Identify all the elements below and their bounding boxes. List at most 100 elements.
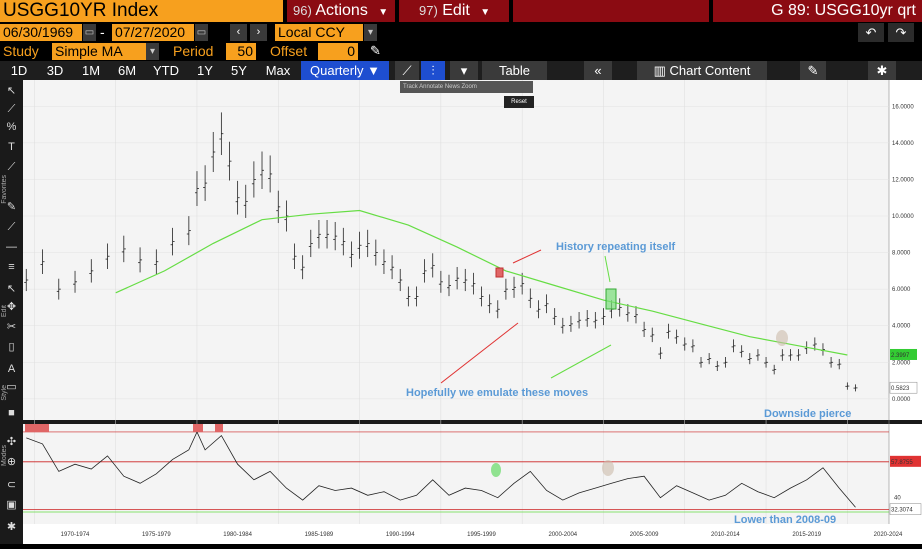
undo-icon[interactable]: ↶ (858, 23, 884, 42)
prev-period-button[interactable]: ‹ (230, 24, 247, 41)
collapse-icon[interactable]: « (584, 61, 612, 80)
track-tool[interactable]: Track (403, 84, 418, 90)
upper-last-value: 57.8755 (891, 460, 913, 466)
news-tool[interactable]: News (444, 84, 460, 90)
settings-icon[interactable]: ✱ (6, 521, 17, 533)
ticker-field[interactable]: USGG10YR Index (0, 0, 283, 22)
edit-label: Edit (1, 305, 8, 318)
end-date-input[interactable]: 07/27/2020 (112, 24, 194, 41)
ma-last-value: 2.3997 (891, 353, 910, 359)
history-annotation: History repeating itself (556, 241, 676, 253)
study-select[interactable]: Simple MA (52, 43, 146, 60)
edit-number: 97) (419, 3, 438, 18)
y-tick-label: 0.0000 (892, 397, 911, 403)
chevron-down-icon[interactable]: ▾ (364, 24, 377, 41)
range-1y[interactable]: 1Y (197, 63, 213, 78)
history-marker (495, 267, 504, 278)
chart-svg[interactable]: 16.0000 14.0000 12.0000 10.0000 8.0000 6.0000… (23, 80, 922, 544)
moving-average-line (115, 209, 848, 356)
crosshair-icon[interactable]: ✣ (6, 436, 17, 448)
main-panel-bg (23, 80, 889, 420)
calendar-icon[interactable]: ▭ (195, 24, 208, 41)
range-5y[interactable]: 5Y (231, 63, 247, 78)
hline-icon[interactable]: — (6, 241, 17, 253)
table-button[interactable]: Table (482, 61, 547, 80)
edit-menu[interactable]: 97) Edit ▼ (399, 0, 509, 22)
calendar-icon[interactable]: ▭ (83, 24, 96, 41)
y-tick-label: 10.0000 (892, 214, 914, 220)
bar-chart-icon[interactable]: ⫶ (421, 61, 445, 80)
move-icon[interactable]: ✥ (6, 301, 17, 313)
range-max[interactable]: Max (265, 63, 291, 78)
pencil-icon[interactable]: ✎ (370, 43, 381, 58)
period-input[interactable]: 50 (226, 43, 256, 60)
style-text-icon[interactable]: A (7, 363, 16, 375)
oscillator-line (26, 431, 856, 508)
edit-chart-icon[interactable]: ✎ (800, 61, 826, 80)
range-3d[interactable]: 3D (46, 63, 64, 78)
x-tick-label: 1970-1974 (61, 532, 90, 538)
osc-panel-bg (23, 424, 889, 524)
x-tick-label: 1985-1989 (305, 532, 334, 538)
osc-last-value: 32.3074 (891, 508, 913, 514)
ray-icon[interactable]: ⟋ (7, 221, 16, 233)
next-period-button[interactable]: › (250, 24, 267, 41)
y-tick-label: 12.0000 (892, 177, 914, 183)
percent-icon[interactable]: % (6, 121, 17, 133)
price-last-value: 0.5823 (891, 386, 910, 392)
annotate-tool[interactable]: Annotate (419, 84, 444, 90)
style-label: Style (1, 385, 8, 401)
osc-marker-green (491, 463, 501, 477)
x-tick-label: 1995-1999 (467, 532, 496, 538)
chevron-down-icon: ▼ (367, 63, 380, 78)
pointer-icon[interactable]: ↖ (6, 85, 17, 97)
range-1m[interactable]: 1M (81, 63, 101, 78)
osc-last-box (889, 503, 922, 515)
range-1d[interactable]: 1D (10, 63, 28, 78)
lock-icon[interactable]: ⊂ (6, 479, 17, 491)
emulate-arrow-red (440, 322, 519, 384)
style-box-icon[interactable]: ▭ (6, 381, 17, 393)
fill-icon[interactable]: ■ (8, 407, 15, 419)
redo-icon[interactable]: ↷ (888, 23, 914, 42)
cursor-icon[interactable]: ↖ (6, 283, 17, 295)
overbought-fill (193, 424, 203, 432)
osc-tick-label: 40 (894, 496, 901, 502)
layers-icon[interactable]: ▣ (6, 499, 17, 511)
trend-icon[interactable]: ⟋ (7, 161, 16, 173)
actions-menu[interactable]: 96) Actions ▼ (287, 0, 395, 22)
start-date-input[interactable]: 06/30/1969 (0, 24, 82, 41)
lower-annotation: Lower than 2008-09 (734, 514, 836, 526)
zoom-tool[interactable]: Zoom (461, 84, 477, 90)
chart-content-button[interactable]: ▥ Chart Content (637, 61, 767, 80)
chevron-down-icon[interactable]: ▾ (146, 43, 159, 60)
x-axis-bg (23, 524, 922, 544)
y-tick-label: 6.0000 (892, 287, 911, 293)
line-chart-icon[interactable]: ⟋ (395, 61, 419, 80)
draw-line-icon[interactable]: ⟋ (7, 103, 16, 115)
reset-button[interactable]: Reset (504, 96, 534, 108)
chevron-down-icon[interactable]: ▾ (450, 61, 478, 80)
chevron-down-icon: ▼ (378, 7, 389, 18)
currency-select[interactable]: Local CCY (275, 24, 363, 41)
y-tick-label: 8.0000 (892, 251, 911, 257)
channel-icon[interactable]: ≡ (8, 261, 15, 273)
offset-input[interactable]: 0 (318, 43, 358, 60)
osc-marker-tan (602, 460, 614, 476)
emulate-arrow-green (550, 344, 612, 379)
y-tick-label: 14.0000 (892, 141, 914, 147)
period-label: Period (173, 43, 214, 59)
current-highlight (776, 330, 788, 346)
range-ytd[interactable]: YTD (153, 63, 179, 78)
upper-last-box (890, 455, 921, 467)
text-icon[interactable]: T (8, 141, 15, 153)
range-6m[interactable]: 6M (117, 63, 137, 78)
ma-last-value-box (890, 348, 917, 360)
scissors-icon[interactable]: ✂ (6, 321, 17, 333)
gear-icon[interactable]: ✱ (868, 61, 896, 80)
pen-icon[interactable]: ✎ (6, 201, 17, 213)
trash-icon[interactable]: ▯ (8, 341, 15, 353)
snap-icon[interactable]: ⊕ (6, 456, 17, 468)
frequency-select[interactable]: Quarterly ▼ (301, 61, 389, 80)
chart-area[interactable]: 16.0000 14.0000 12.0000 10.0000 8.0000 6.0000… (23, 80, 922, 544)
